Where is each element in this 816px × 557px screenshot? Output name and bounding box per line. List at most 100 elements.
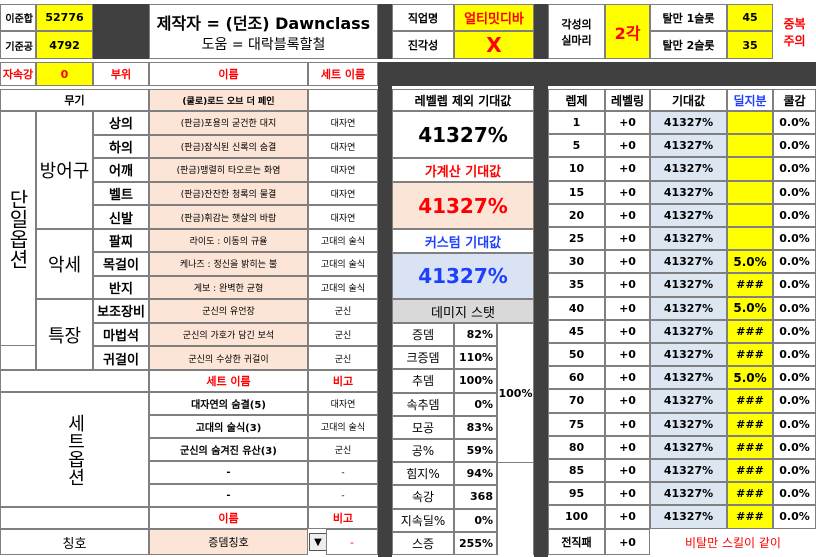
level-exp-0: 41327% bbox=[650, 111, 727, 135]
dropdown-arrow-icon[interactable]: ▼ bbox=[309, 533, 327, 551]
equip-name-7[interactable]: 게보 : 완벽한 균형 bbox=[149, 275, 308, 299]
level-share-6[interactable]: 5.0% bbox=[727, 250, 773, 274]
set-row-name-2: 군신의 숨겨진 유산(3) bbox=[149, 438, 308, 461]
level-share-16[interactable]: ### bbox=[727, 482, 773, 506]
level-lv-7: 35 bbox=[548, 273, 605, 297]
level-footer-value[interactable]: +0 bbox=[605, 529, 650, 555]
equip-name-3[interactable]: (판금)잔잔한 청록의 물결 bbox=[149, 181, 308, 206]
level-share-9[interactable]: ### bbox=[727, 319, 773, 343]
level-share-1[interactable] bbox=[727, 134, 773, 158]
equip-part-0: 상의 bbox=[93, 111, 149, 135]
calc-expect-value: 41327% bbox=[392, 182, 534, 229]
level-exp-8: 41327% bbox=[650, 296, 727, 320]
true-awakening-value[interactable]: X bbox=[454, 31, 534, 59]
equip-name-5[interactable]: 라이도 : 이동의 규율 bbox=[149, 229, 308, 253]
equip-name-0[interactable]: (판금)포용의 굳건한 대지 bbox=[149, 111, 308, 135]
title-blank-left bbox=[0, 507, 149, 529]
level-share-8[interactable]: 5.0% bbox=[727, 296, 773, 320]
equip-part-5: 팔찌 bbox=[93, 229, 149, 253]
equip-part-7: 반지 bbox=[93, 275, 149, 299]
level-exp-5: 41327% bbox=[650, 227, 727, 251]
level-exp-6: 41327% bbox=[650, 250, 727, 274]
level-lvl-15[interactable]: +0 bbox=[605, 459, 650, 483]
level-exp-2: 41327% bbox=[650, 157, 727, 181]
level-lvl-10[interactable]: +0 bbox=[605, 343, 650, 367]
equip-set-9: 군신 bbox=[308, 322, 378, 347]
element-value[interactable]: 0 bbox=[36, 62, 93, 86]
base-cut-value[interactable]: 52776 bbox=[36, 4, 93, 31]
job-value[interactable]: 얼티밋디바 bbox=[454, 4, 534, 31]
level-lvl-4[interactable]: +0 bbox=[605, 203, 650, 227]
level-share-0[interactable] bbox=[727, 111, 773, 135]
equip-name-10[interactable]: 군신의 수상한 귀걸이 bbox=[149, 346, 308, 370]
level-cd-6: 0.0% bbox=[773, 250, 816, 274]
equip-part-8: 보조장비 bbox=[93, 299, 149, 323]
level-share-4[interactable] bbox=[727, 203, 773, 227]
equip-name-4[interactable]: (판금)휘감는 햇살의 바람 bbox=[149, 205, 308, 229]
level-lvl-12[interactable]: +0 bbox=[605, 389, 650, 413]
base-expect-value: 41327% bbox=[392, 111, 534, 158]
level-share-17[interactable]: ### bbox=[727, 505, 773, 529]
stat-name-6: 힘지% bbox=[392, 462, 454, 486]
base-atk-value[interactable]: 4792 bbox=[36, 31, 93, 59]
level-lv-10: 50 bbox=[548, 343, 605, 367]
level-lvl-9[interactable]: +0 bbox=[605, 319, 650, 343]
level-lvl-14[interactable]: +0 bbox=[605, 435, 650, 459]
level-share-11[interactable]: 5.0% bbox=[727, 366, 773, 390]
level-share-3[interactable] bbox=[727, 180, 773, 204]
level-header-3: 딜지분 bbox=[727, 89, 773, 111]
slot2-value[interactable]: 35 bbox=[727, 31, 773, 59]
dark-gap-top2 bbox=[534, 4, 548, 59]
level-cd-9: 0.0% bbox=[773, 319, 816, 343]
set-option-label: 세트옵션 bbox=[64, 413, 86, 486]
level-share-13[interactable]: ### bbox=[727, 412, 773, 436]
level-cd-14: 0.0% bbox=[773, 435, 816, 459]
equip-name-6[interactable]: 케나즈 : 정신을 밝히는 불 bbox=[149, 252, 308, 276]
equip-set-0: 대자연 bbox=[308, 111, 378, 135]
level-lv-5: 25 bbox=[548, 227, 605, 251]
equip-name-8[interactable]: 군신의 유언장 bbox=[149, 299, 308, 323]
weapon-name[interactable]: (쿨로)로드 오브 더 페인 bbox=[149, 89, 308, 111]
stat-val-3: 0% bbox=[454, 392, 497, 416]
level-share-7[interactable]: ### bbox=[727, 273, 773, 297]
level-lvl-11[interactable]: +0 bbox=[605, 366, 650, 390]
set-row-name-0: 대자연의 숨결(5) bbox=[149, 392, 308, 415]
level-share-12[interactable]: ### bbox=[727, 389, 773, 413]
awakening-clue-value[interactable]: 2각 bbox=[605, 4, 650, 59]
level-cd-13: 0.0% bbox=[773, 412, 816, 436]
level-share-5[interactable] bbox=[727, 227, 773, 251]
stat-name-2: 추뎀 bbox=[392, 369, 454, 393]
set-row-name-3: - bbox=[149, 461, 308, 484]
level-share-14[interactable]: ### bbox=[727, 435, 773, 459]
title-select[interactable]: 증뎀칭호 bbox=[149, 529, 308, 555]
level-lvl-8[interactable]: +0 bbox=[605, 296, 650, 320]
title-name-header: 이름 bbox=[149, 507, 308, 529]
level-lvl-5[interactable]: +0 bbox=[605, 227, 650, 251]
dark-block-top bbox=[93, 4, 149, 59]
equip-name-2[interactable]: (판금)맹렬히 타오르는 화염 bbox=[149, 158, 308, 182]
level-share-10[interactable]: ### bbox=[727, 343, 773, 367]
level-lvl-7[interactable]: +0 bbox=[605, 273, 650, 297]
dark-mid-1 bbox=[378, 62, 392, 86]
level-lvl-16[interactable]: +0 bbox=[605, 482, 650, 506]
equip-set-6: 고대의 술식 bbox=[308, 252, 378, 276]
equip-name-1[interactable]: (판금)잠식된 신록의 숨결 bbox=[149, 134, 308, 159]
awakening-clue-label-1: 각성의 bbox=[561, 17, 592, 31]
level-lvl-2[interactable]: +0 bbox=[605, 157, 650, 181]
level-share-15[interactable]: ### bbox=[727, 459, 773, 483]
level-lvl-1[interactable]: +0 bbox=[605, 134, 650, 158]
level-cd-15: 0.0% bbox=[773, 459, 816, 483]
slot1-value[interactable]: 45 bbox=[727, 4, 773, 31]
level-lv-16: 95 bbox=[548, 482, 605, 506]
level-lv-14: 80 bbox=[548, 435, 605, 459]
level-lvl-17[interactable]: +0 bbox=[605, 505, 650, 529]
equip-name-9[interactable]: 군신의 가호가 담긴 보석 bbox=[149, 322, 308, 347]
level-lvl-0[interactable]: +0 bbox=[605, 111, 650, 135]
level-lvl-13[interactable]: +0 bbox=[605, 412, 650, 436]
level-cd-4: 0.0% bbox=[773, 203, 816, 227]
level-lvl-6[interactable]: +0 bbox=[605, 250, 650, 274]
level-lvl-3[interactable]: +0 bbox=[605, 180, 650, 204]
author-box: 제작자 = (던조) Dawnclass 도움 = 대락블록할철 bbox=[149, 4, 378, 59]
level-lv-8: 40 bbox=[548, 296, 605, 320]
level-share-2[interactable] bbox=[727, 157, 773, 181]
